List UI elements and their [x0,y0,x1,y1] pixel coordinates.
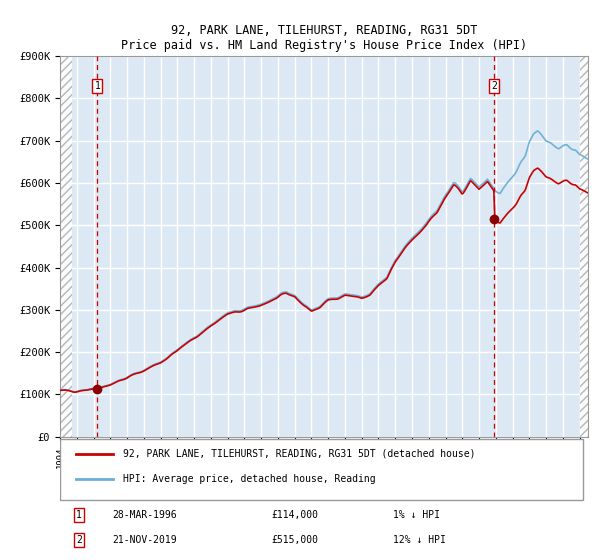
Bar [60,56,72,437]
Text: 2: 2 [76,535,82,545]
Text: 12% ↓ HPI: 12% ↓ HPI [392,535,446,545]
Text: 92, PARK LANE, TILEHURST, READING, RG31 5DT (detached house): 92, PARK LANE, TILEHURST, READING, RG31 … [124,449,476,459]
Title: 92, PARK LANE, TILEHURST, READING, RG31 5DT
Price paid vs. HM Land Registry's Ho: 92, PARK LANE, TILEHURST, READING, RG31 … [121,24,527,52]
Text: 1% ↓ HPI: 1% ↓ HPI [392,510,440,520]
Text: £515,000: £515,000 [271,535,318,545]
Text: 21-NOV-2019: 21-NOV-2019 [113,535,178,545]
FancyBboxPatch shape [60,439,583,500]
Text: £114,000: £114,000 [271,510,318,520]
Text: HPI: Average price, detached house, Reading: HPI: Average price, detached house, Read… [124,474,376,484]
Text: 2: 2 [491,81,497,91]
Text: 28-MAR-1996: 28-MAR-1996 [113,510,178,520]
Bar [580,56,588,437]
Text: 1: 1 [94,81,100,91]
Text: 1: 1 [76,510,82,520]
